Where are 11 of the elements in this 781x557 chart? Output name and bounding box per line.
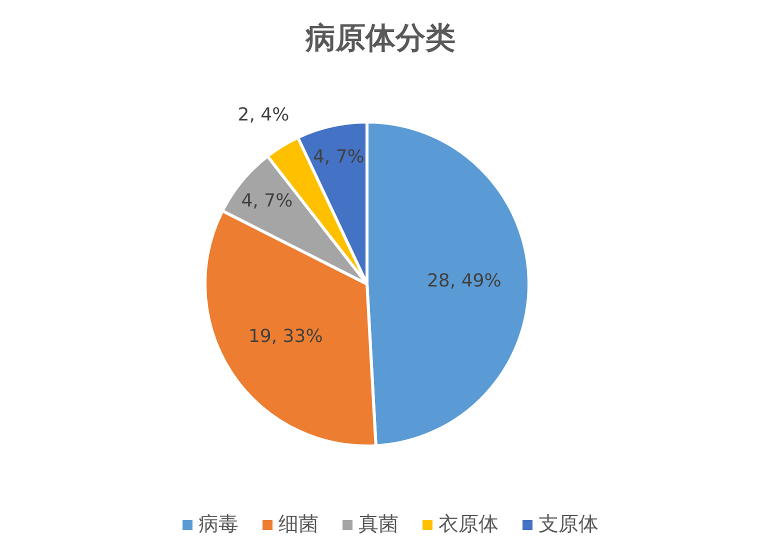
data-label: 4, 7% bbox=[312, 146, 364, 168]
chart-title: 病原体分类 bbox=[304, 21, 456, 56]
data-label: 2, 4% bbox=[238, 104, 290, 126]
legend-label: 病毒 bbox=[198, 511, 238, 536]
legend-label: 衣原体 bbox=[438, 511, 498, 536]
legend-label: 真菌 bbox=[358, 511, 398, 536]
data-label: 4, 7% bbox=[241, 190, 293, 212]
data-label: 28, 49% bbox=[426, 270, 502, 292]
legend-label: 细菌 bbox=[278, 511, 318, 536]
legend-label: 支原体 bbox=[538, 511, 598, 536]
data-label: 19, 33% bbox=[248, 326, 323, 348]
